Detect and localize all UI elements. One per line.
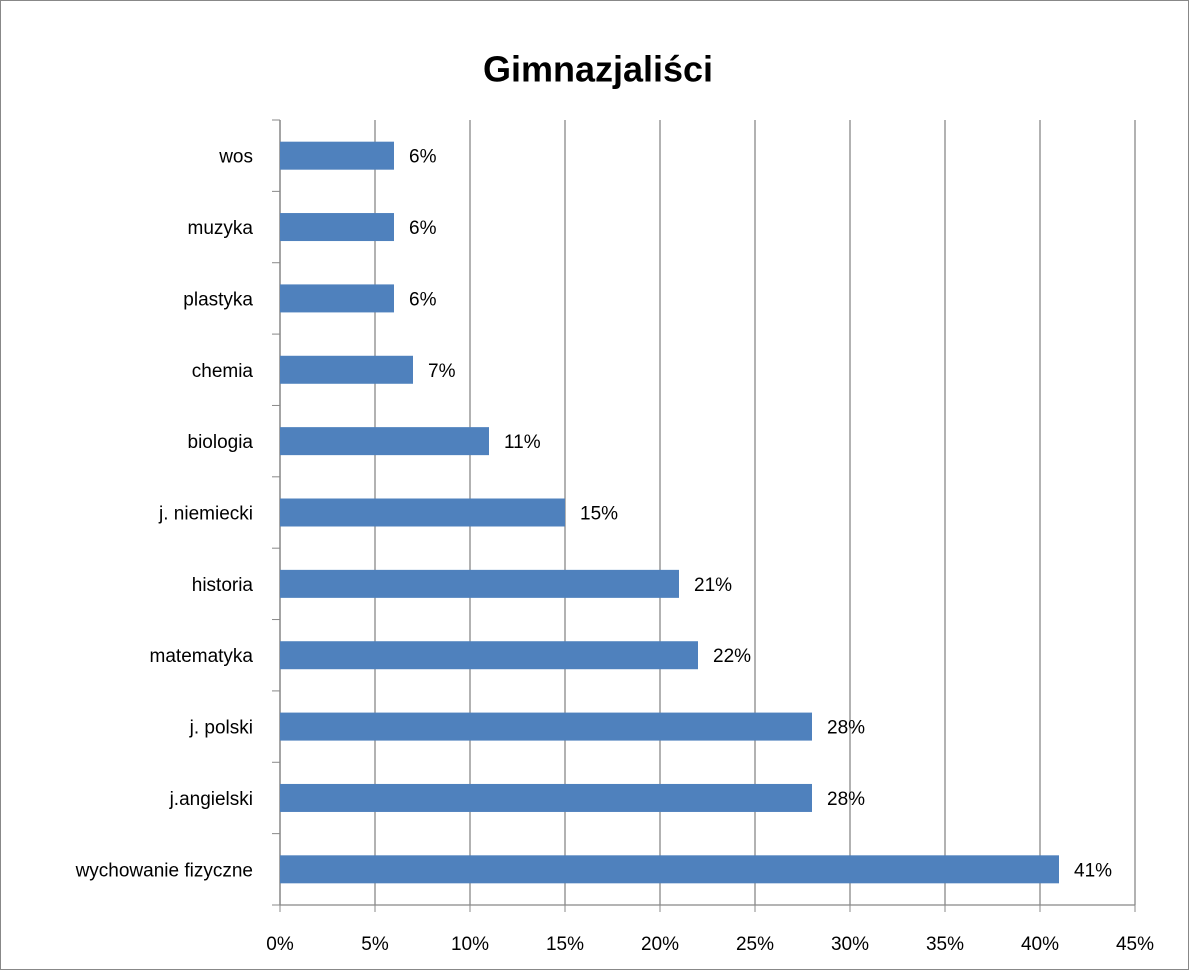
bar [280,284,394,313]
x-tick-label: 35% [926,934,964,955]
data-label: 15% [580,504,618,525]
y-tick-label: wychowanie fizyczne [75,860,253,881]
data-label: 6% [409,218,437,239]
data-label: 11% [504,432,541,453]
y-tick-label: matematyka [150,646,254,667]
bar [280,141,394,170]
y-tick-label: historia [192,575,254,596]
y-tick-label: wos [218,147,253,168]
x-tick-label: 30% [831,934,869,955]
y-tick-label: j. polski [189,718,253,739]
bar [280,498,565,527]
x-tick-label: 45% [1116,934,1154,955]
bar [280,712,812,741]
bar [280,783,812,812]
y-tick-label: muzyka [188,218,254,239]
data-label: 28% [827,718,865,739]
chart-title: Gimnazjaliści [483,49,713,90]
bar [280,641,698,670]
x-tick-label: 15% [546,934,584,955]
x-tick-label: 25% [736,934,774,955]
x-tick-label: 0% [266,934,294,955]
x-tick-label: 20% [641,934,679,955]
bar [280,569,679,598]
x-tick-label: 10% [451,934,489,955]
data-label: 7% [428,361,456,382]
data-label: 21% [694,575,732,596]
y-tick-label: j.angielski [169,789,253,810]
data-label: 6% [409,147,437,168]
y-tick-label: chemia [192,361,254,382]
x-tick-label: 40% [1021,934,1059,955]
data-label: 6% [409,289,437,310]
y-tick-label: plastyka [183,289,253,310]
bar [280,427,489,456]
bar [280,213,394,242]
y-tick-label: biologia [188,432,254,453]
data-label: 41% [1074,860,1112,881]
y-tick-label: j. niemiecki [158,504,253,525]
data-label: 22% [713,646,751,667]
x-tick-label: 5% [361,934,389,955]
bar [280,355,413,384]
data-label: 28% [827,789,865,810]
bar [280,855,1059,884]
